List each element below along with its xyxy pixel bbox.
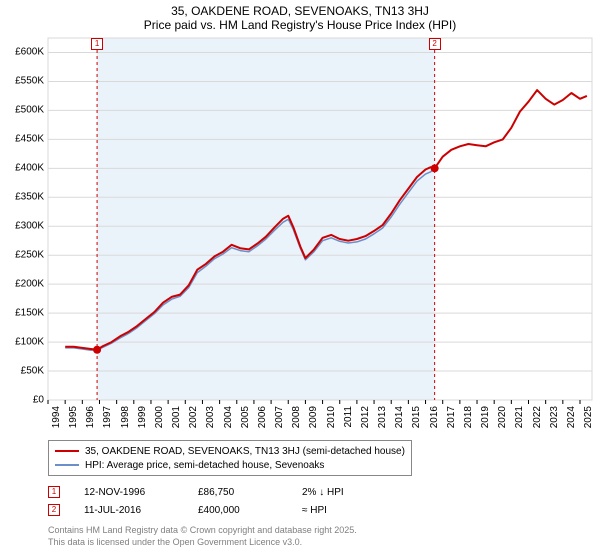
x-axis: 1994 1995 1996 1997 1998 1999 2000 2001 2002 2003… [48,400,592,436]
credit-line-2: This data is licensed under the Open Gov… [48,537,357,549]
legend-swatch [55,450,79,452]
legend-label: HPI: Average price, semi-detached house,… [85,460,324,471]
x-tick-label: 2021 [514,406,525,428]
y-tick-label: £0 [33,395,44,406]
legend: 35, OAKDENE ROAD, SEVENOAKS, TN13 3HJ (s… [48,440,412,476]
flag-marker: 1 [91,38,103,50]
x-tick-label: 1994 [51,406,62,428]
x-tick-label: 2001 [171,406,182,428]
x-tick-label: 1997 [102,406,113,428]
x-tick-label: 2005 [240,406,251,428]
y-axis: £0£50K£100K£150K£200K£250K£300K£350K£400… [0,38,48,400]
sale-marker: 2 [48,504,60,516]
sale-row: 2 11-JUL-2016 £400,000 ≈ HPI [48,501,344,519]
x-tick-label: 2025 [583,406,594,428]
sale-marker: 1 [48,486,60,498]
x-tick-label: 2010 [326,406,337,428]
x-tick-label: 2008 [291,406,302,428]
x-tick-label: 1998 [120,406,131,428]
x-tick-label: 2019 [480,406,491,428]
x-tick-label: 2018 [463,406,474,428]
legend-swatch [55,464,79,466]
sales-table: 1 12-NOV-1996 £86,750 2% ↓ HPI 2 11-JUL-2016 £… [48,483,344,519]
x-tick-label: 2012 [360,406,371,428]
y-tick-label: £500K [15,105,44,116]
y-tick-label: £200K [15,279,44,290]
x-tick-label: 2004 [223,406,234,428]
credit-text: Contains HM Land Registry data © Crown c… [48,525,357,548]
flag-marker: 2 [429,38,441,50]
y-tick-label: £450K [15,134,44,145]
plot-svg [48,38,592,400]
sale-row: 1 12-NOV-1996 £86,750 2% ↓ HPI [48,483,344,501]
y-tick-label: £400K [15,163,44,174]
y-tick-label: £50K [21,366,44,377]
sale-price: £86,750 [198,487,278,498]
credit-line-1: Contains HM Land Registry data © Crown c… [48,525,357,537]
x-tick-label: 2016 [429,406,440,428]
x-tick-label: 1995 [68,406,79,428]
y-tick-label: £100K [15,337,44,348]
chart-title-address: 35, OAKDENE ROAD, SEVENOAKS, TN13 3HJ [0,0,600,18]
price-chart: 35, OAKDENE ROAD, SEVENOAKS, TN13 3HJ Pr… [0,0,600,560]
sale-price: £400,000 [198,505,278,516]
sale-date: 11-JUL-2016 [84,505,174,516]
legend-item: 35, OAKDENE ROAD, SEVENOAKS, TN13 3HJ (s… [55,444,405,458]
x-tick-label: 2009 [308,406,319,428]
plot-area: 12 [48,38,592,400]
x-tick-label: 2015 [411,406,422,428]
sale-date: 12-NOV-1996 [84,487,174,498]
sale-delta: ≈ HPI [302,505,327,516]
x-tick-label: 2022 [532,406,543,428]
sale-delta: 2% ↓ HPI [302,487,344,498]
x-tick-label: 2007 [274,406,285,428]
x-tick-label: 2023 [549,406,560,428]
y-tick-label: £150K [15,308,44,319]
x-tick-label: 2020 [497,406,508,428]
y-tick-label: £550K [15,76,44,87]
x-tick-label: 2006 [257,406,268,428]
chart-title-sub: Price paid vs. HM Land Registry's House … [0,18,600,34]
legend-label: 35, OAKDENE ROAD, SEVENOAKS, TN13 3HJ (s… [85,446,405,457]
y-tick-label: £600K [15,47,44,58]
y-tick-label: £250K [15,250,44,261]
x-tick-label: 1999 [137,406,148,428]
x-tick-label: 2000 [154,406,165,428]
x-tick-label: 1996 [85,406,96,428]
y-tick-label: £300K [15,221,44,232]
x-tick-label: 2014 [394,406,405,428]
y-tick-label: £350K [15,192,44,203]
x-tick-label: 2011 [343,406,354,428]
x-tick-label: 2003 [205,406,216,428]
x-tick-label: 2024 [566,406,577,428]
x-tick-label: 2017 [446,406,457,428]
legend-item: HPI: Average price, semi-detached house,… [55,458,405,472]
x-tick-label: 2002 [188,406,199,428]
x-tick-label: 2013 [377,406,388,428]
